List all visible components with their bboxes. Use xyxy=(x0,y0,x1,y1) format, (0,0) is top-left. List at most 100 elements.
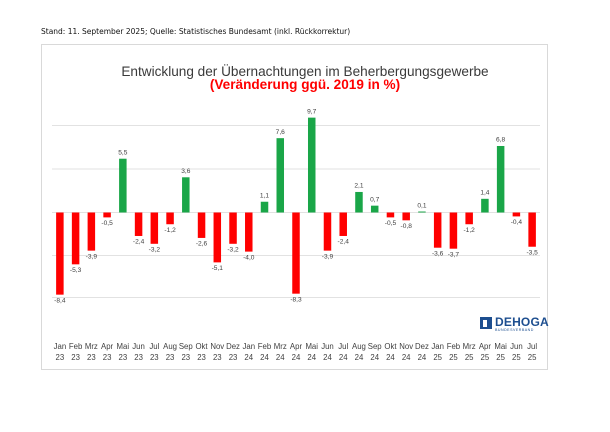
x-tick-label-year: 24 xyxy=(292,353,301,362)
bar xyxy=(355,191,363,213)
dehoga-logo: DEHOGA BUNDESVERBAND xyxy=(480,316,549,333)
x-tick-label: Mrz xyxy=(463,342,476,351)
x-tick-label: Jul xyxy=(338,342,348,351)
x-tick-label-year: 23 xyxy=(118,353,127,362)
x-tick-label-year: 25 xyxy=(481,353,490,362)
x-tick-label-year: 23 xyxy=(197,353,206,362)
data-label: -3,5 xyxy=(526,249,538,256)
chart-subtitle: (Veränderung ggü. 2019 in %) xyxy=(209,77,401,92)
bar xyxy=(449,212,458,249)
x-tick-label: Aug xyxy=(352,342,366,351)
bar xyxy=(323,212,332,251)
bar xyxy=(213,212,222,263)
x-tick-label: Jan xyxy=(431,342,444,351)
bar xyxy=(402,212,410,221)
x-tick-label: Mrz xyxy=(85,342,98,351)
data-label: -8,3 xyxy=(290,296,302,303)
x-tick-label-year: 24 xyxy=(386,353,395,362)
bar xyxy=(307,117,316,213)
data-label: -0,5 xyxy=(101,220,113,227)
logo-word: DEHOGA xyxy=(495,315,549,329)
x-tick-label: Nov xyxy=(210,342,224,351)
source-note: Stand: 11. September 2025; Quelle: Stati… xyxy=(41,27,351,36)
bar xyxy=(197,212,206,238)
bar xyxy=(150,212,159,244)
data-label: -3,6 xyxy=(432,250,444,257)
data-label: 5,5 xyxy=(118,149,127,156)
x-tick-label-year: 25 xyxy=(512,353,521,362)
x-tick-label: Mai xyxy=(117,342,130,351)
data-label: 6,8 xyxy=(496,137,505,144)
data-label: 1,4 xyxy=(480,190,489,197)
x-tick-label-year: 24 xyxy=(260,353,269,362)
x-tick-label-year: 24 xyxy=(402,353,411,362)
data-label: -4,0 xyxy=(243,254,255,261)
x-tick-label-year: 25 xyxy=(433,353,442,362)
x-tick-label: Mai xyxy=(305,342,318,351)
x-tick-label-year: 24 xyxy=(307,353,316,362)
bar xyxy=(418,211,426,213)
x-tick-label: Jun xyxy=(321,342,334,351)
x-tick-label-year: 23 xyxy=(181,353,190,362)
data-label: -0,5 xyxy=(385,220,397,227)
x-tick-label: Apr xyxy=(479,342,492,351)
x-tick-label-year: 23 xyxy=(150,353,159,362)
x-tick-label: Jun xyxy=(510,342,523,351)
bar xyxy=(433,212,442,248)
bar xyxy=(229,212,237,244)
x-tick-label: Jun xyxy=(132,342,145,351)
bar xyxy=(528,212,536,247)
bar xyxy=(496,145,505,213)
data-label: -2,6 xyxy=(196,241,208,248)
data-label: -2,4 xyxy=(133,239,145,246)
data-label: -3,2 xyxy=(227,247,239,254)
data-label: -3,9 xyxy=(322,253,334,260)
x-tick-label: Jan xyxy=(242,342,255,351)
x-tick-label-year: 23 xyxy=(56,353,65,362)
x-tick-label-year: 24 xyxy=(323,353,332,362)
x-tick-label-year: 23 xyxy=(71,353,80,362)
data-label: -2,4 xyxy=(338,239,350,246)
data-label: 7,6 xyxy=(276,129,285,136)
x-tick-label: Dez xyxy=(226,342,240,351)
x-tick-label: Mai xyxy=(494,342,507,351)
data-label: 0,1 xyxy=(417,202,426,209)
x-tick-label-year: 24 xyxy=(276,353,285,362)
chart-title: Entwicklung der Übernachtungen im Beherb… xyxy=(121,64,489,79)
x-tick-label: Mrz xyxy=(274,342,287,351)
bar xyxy=(386,212,395,218)
data-label: -3,9 xyxy=(86,253,98,260)
x-tick-label: Sep xyxy=(368,342,383,351)
bar xyxy=(71,212,80,265)
bar xyxy=(103,212,111,218)
x-tick-label: Feb xyxy=(258,342,272,351)
x-tick-label-year: 24 xyxy=(355,353,364,362)
x-tick-label: Feb xyxy=(69,342,83,351)
x-tick-label: Jul xyxy=(149,342,159,351)
x-tick-label: Okt xyxy=(384,342,397,351)
data-label: 1,1 xyxy=(260,192,269,199)
x-tick-label-year: 23 xyxy=(134,353,143,362)
logo-sub: BUNDESVERBAND xyxy=(495,328,534,332)
x-tick-label-year: 24 xyxy=(244,353,253,362)
x-tick-label-year: 24 xyxy=(370,353,379,362)
bar xyxy=(134,212,143,236)
x-tick-label-year: 25 xyxy=(496,353,505,362)
x-tick-label-year: 24 xyxy=(418,353,427,362)
bar xyxy=(245,212,253,252)
data-label: -5,3 xyxy=(70,267,82,274)
x-tick-label: Jul xyxy=(527,342,537,351)
data-label: -3,7 xyxy=(448,251,460,258)
bar xyxy=(481,198,489,213)
x-tick-label-year: 23 xyxy=(166,353,175,362)
x-tick-label-year: 25 xyxy=(449,353,458,362)
x-tick-label-year: 25 xyxy=(528,353,537,362)
x-tick-label: Apr xyxy=(290,342,303,351)
dehoga-logo-icon xyxy=(480,317,492,329)
data-label: -0,8 xyxy=(401,223,413,230)
bar xyxy=(56,212,64,295)
x-tick-label-year: 23 xyxy=(103,353,112,362)
bar xyxy=(260,201,269,213)
x-tick-label: Aug xyxy=(163,342,177,351)
